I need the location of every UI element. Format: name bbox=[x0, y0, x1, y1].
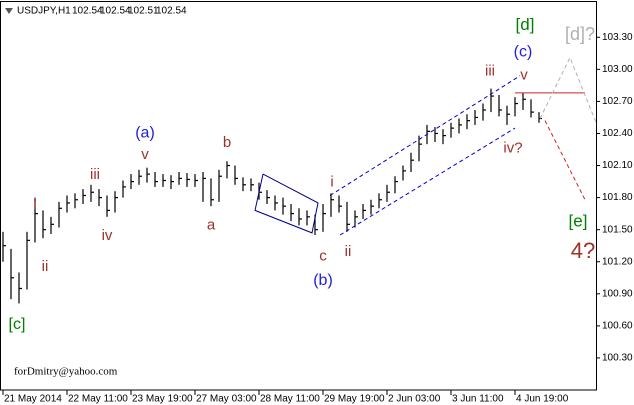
trend-line bbox=[539, 56, 598, 126]
wave-label: ii bbox=[42, 258, 49, 275]
y-tick-label: 100.90 bbox=[602, 288, 633, 299]
trend-line bbox=[339, 127, 516, 236]
wave-label: [d] bbox=[516, 15, 535, 34]
quote-value: 102.54 bbox=[156, 6, 187, 17]
wave-label: v bbox=[520, 67, 528, 84]
wave-label: (c) bbox=[514, 43, 533, 60]
y-tick-label: 103.30 bbox=[602, 32, 633, 43]
wave-label: 4? bbox=[571, 238, 595, 263]
symbol-icon bbox=[5, 8, 13, 14]
wave-label: [d]? bbox=[565, 24, 595, 44]
quote-value: 102.54 bbox=[72, 6, 103, 17]
y-tick-label: 102.40 bbox=[602, 128, 633, 139]
wave-label: (b) bbox=[313, 272, 333, 289]
x-tick-label: 4 Jun 19:00 bbox=[516, 394, 569, 405]
x-tick-label: 23 May 19:00 bbox=[132, 394, 193, 405]
y-tick-label: 100.30 bbox=[602, 353, 633, 364]
y-tick-label: 103.00 bbox=[602, 64, 633, 75]
x-tick-label: 2 Jun 03:00 bbox=[388, 394, 441, 405]
y-tick-label: 101.50 bbox=[602, 224, 633, 235]
wave-label: iv bbox=[102, 227, 113, 244]
x-tick-label: 27 May 03:00 bbox=[196, 394, 257, 405]
x-tick-label: 22 May 11:00 bbox=[68, 394, 128, 405]
wave-label: ii bbox=[345, 243, 352, 260]
y-tick-label: 102.10 bbox=[602, 160, 633, 171]
wave-label: a bbox=[207, 216, 216, 233]
symbol-title: USDJPY,H1 bbox=[17, 6, 71, 17]
trend-line bbox=[254, 173, 319, 234]
wave-label: (a) bbox=[135, 125, 155, 142]
wave-label: c bbox=[319, 247, 327, 264]
y-tick-label: 102.70 bbox=[602, 96, 633, 107]
y-tick-label: 100.60 bbox=[602, 321, 633, 332]
wave-label: iii bbox=[485, 62, 495, 79]
y-tick-label: 101.20 bbox=[602, 256, 633, 267]
quote-value: 102.51 bbox=[128, 6, 159, 17]
x-tick-label: 29 May 19:00 bbox=[324, 394, 385, 405]
wave-label: i bbox=[330, 174, 333, 191]
y-tick-label: 101.80 bbox=[602, 192, 633, 203]
wave-label: [e] bbox=[569, 212, 588, 231]
plot-frame bbox=[0, 1, 597, 391]
wave-label: b bbox=[223, 134, 231, 151]
trend-line bbox=[329, 75, 521, 196]
wave-label: [c] bbox=[9, 316, 26, 333]
wave-label: v bbox=[141, 146, 149, 163]
quote-value: 102.54 bbox=[100, 6, 131, 17]
wave-label: iv? bbox=[503, 139, 522, 156]
wave-label: i bbox=[33, 196, 36, 213]
x-tick-label: 28 May 11:00 bbox=[260, 394, 320, 405]
x-tick-label: 21 May 2014 bbox=[4, 394, 62, 405]
wave-label: iii bbox=[90, 166, 100, 183]
watermark: forDmitry@yahoo.com bbox=[14, 366, 118, 378]
x-tick-label: 3 Jun 11:00 bbox=[452, 394, 504, 405]
trend-line bbox=[544, 120, 586, 200]
